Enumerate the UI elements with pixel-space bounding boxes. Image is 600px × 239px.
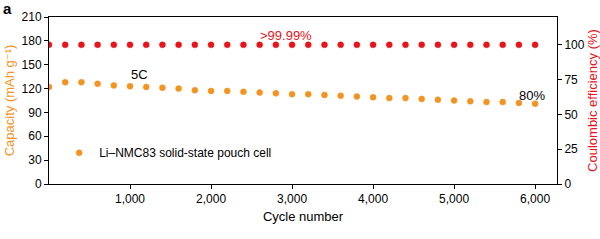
svg-text:Coulombic efficiency (%): Coulombic efficiency (%) (585, 29, 600, 172)
svg-text:1,000: 1,000 (115, 192, 145, 206)
svg-text:75: 75 (564, 73, 578, 87)
svg-text:0: 0 (564, 177, 571, 191)
svg-text:5,000: 5,000 (439, 192, 469, 206)
svg-text:Cycle number: Cycle number (263, 209, 344, 224)
svg-text:4,000: 4,000 (358, 192, 388, 206)
svg-text:>99.99%: >99.99% (260, 28, 312, 43)
svg-text:90: 90 (28, 106, 42, 120)
svg-text:50: 50 (564, 108, 578, 122)
svg-text:150: 150 (22, 58, 42, 72)
svg-text:210: 210 (22, 10, 42, 24)
svg-text:180: 180 (22, 34, 42, 48)
svg-text:3,000: 3,000 (277, 192, 307, 206)
svg-text:0: 0 (35, 177, 42, 191)
svg-text:80%: 80% (519, 88, 545, 103)
svg-text:120: 120 (22, 82, 42, 96)
svg-text:6,000: 6,000 (520, 192, 550, 206)
svg-text:Capacity (mAh g⁻¹): Capacity (mAh g⁻¹) (2, 45, 17, 157)
svg-text:5C: 5C (131, 67, 148, 82)
svg-text:a: a (3, 0, 12, 17)
svg-text:30: 30 (28, 153, 42, 167)
svg-text:2,000: 2,000 (196, 192, 226, 206)
svg-text:60: 60 (28, 129, 42, 143)
svg-text:Li–NMC83 solid-state pouch cel: Li–NMC83 solid-state pouch cell (99, 146, 271, 160)
svg-text:25: 25 (564, 142, 578, 156)
svg-text:100: 100 (564, 38, 584, 52)
